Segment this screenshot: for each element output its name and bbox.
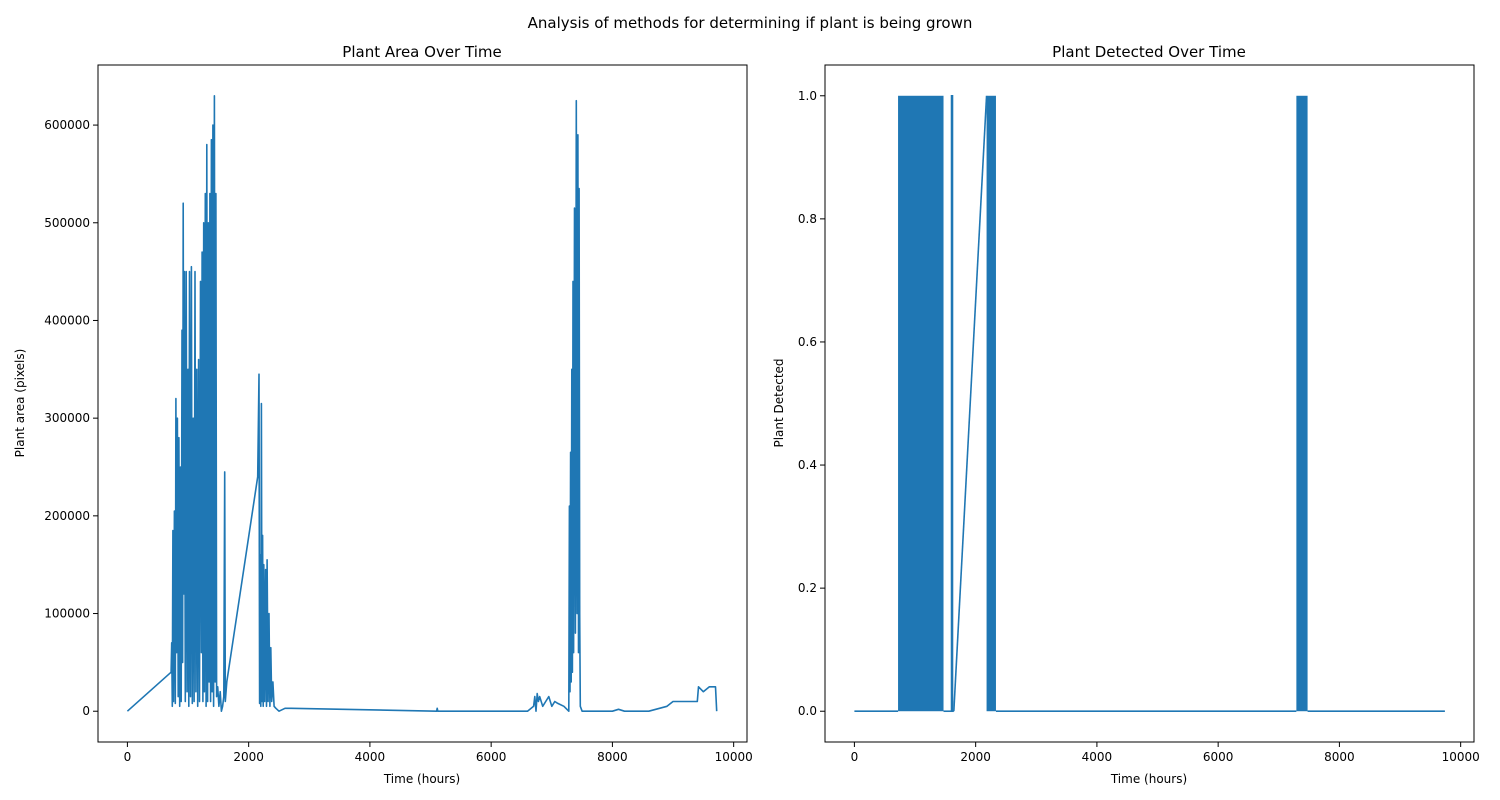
plant-detected-plot-area xyxy=(854,94,1445,713)
plant-area-chart-title: Plant Area Over Time xyxy=(342,43,501,61)
plant-detected-y-tick-label: 0.8 xyxy=(798,212,817,226)
plant-area-y-tick-label: 200000 xyxy=(44,509,90,523)
plant-area-series-line xyxy=(126,95,718,712)
plant-area-plot-area xyxy=(126,95,718,712)
plant-area-y-tick-label: 400000 xyxy=(44,313,90,327)
plant-detected-y-tick-label: 0.2 xyxy=(798,581,817,595)
plant-area-y-tick-label: 0 xyxy=(82,704,90,718)
plant-detected-detected-band xyxy=(898,95,944,712)
plant-area-axes-frame xyxy=(97,64,748,743)
plant-detected-y-tick-label: 0.6 xyxy=(798,335,817,349)
plant-area-x-tick-label: 10000 xyxy=(715,750,753,764)
plant-detected-chart: Plant Detected Over Time Time (hours) Pl… xyxy=(772,43,1480,786)
plant-detected-detected-band xyxy=(1296,95,1308,712)
plant-detected-series-ramp xyxy=(953,95,988,712)
plant-detected-axes-frame xyxy=(824,64,1475,743)
plant-area-y-tick-label: 500000 xyxy=(44,216,90,230)
plant-detected-y-tick-label: 0.0 xyxy=(798,704,817,718)
figure-suptitle: Analysis of methods for determining if p… xyxy=(528,14,973,32)
plant-detected-x-axis-label: Time (hours) xyxy=(1110,772,1187,786)
plant-area-x-tick-label: 4000 xyxy=(355,750,386,764)
plant-area-y-axis-label: Plant area (pixels) xyxy=(13,349,27,458)
plant-detected-chart-title: Plant Detected Over Time xyxy=(1052,43,1246,61)
plant-detected-x-tick-label: 0 xyxy=(851,750,859,764)
plant-detected-detected-spike xyxy=(950,94,954,712)
plant-detected-x-tick-label: 2000 xyxy=(960,750,991,764)
plant-area-x-axis-label: Time (hours) xyxy=(383,772,460,786)
plant-detected-x-tick-label: 10000 xyxy=(1442,750,1480,764)
plant-area-y-tick-label: 300000 xyxy=(44,411,90,425)
plant-detected-y-tick-label: 0.4 xyxy=(798,458,817,472)
plant-area-x-tick-label: 8000 xyxy=(597,750,628,764)
plant-area-x-tick-label: 0 xyxy=(124,750,132,764)
plant-area-y-tick-label: 600000 xyxy=(44,118,90,132)
plant-detected-y-tick-label: 1.0 xyxy=(798,89,817,103)
plant-area-x-tick-label: 6000 xyxy=(476,750,507,764)
plant-area-x-tick-label: 2000 xyxy=(233,750,264,764)
plant-area-chart: Plant Area Over Time Time (hours) Plant … xyxy=(13,43,753,786)
plant-detected-detected-band xyxy=(986,95,996,712)
plant-detected-x-tick-label: 8000 xyxy=(1324,750,1355,764)
plant-detected-y-axis-label: Plant Detected xyxy=(772,358,786,447)
plant-detected-x-tick-label: 6000 xyxy=(1203,750,1234,764)
plant-area-y-tick-label: 100000 xyxy=(44,607,90,621)
plant-detected-x-tick-label: 4000 xyxy=(1082,750,1113,764)
